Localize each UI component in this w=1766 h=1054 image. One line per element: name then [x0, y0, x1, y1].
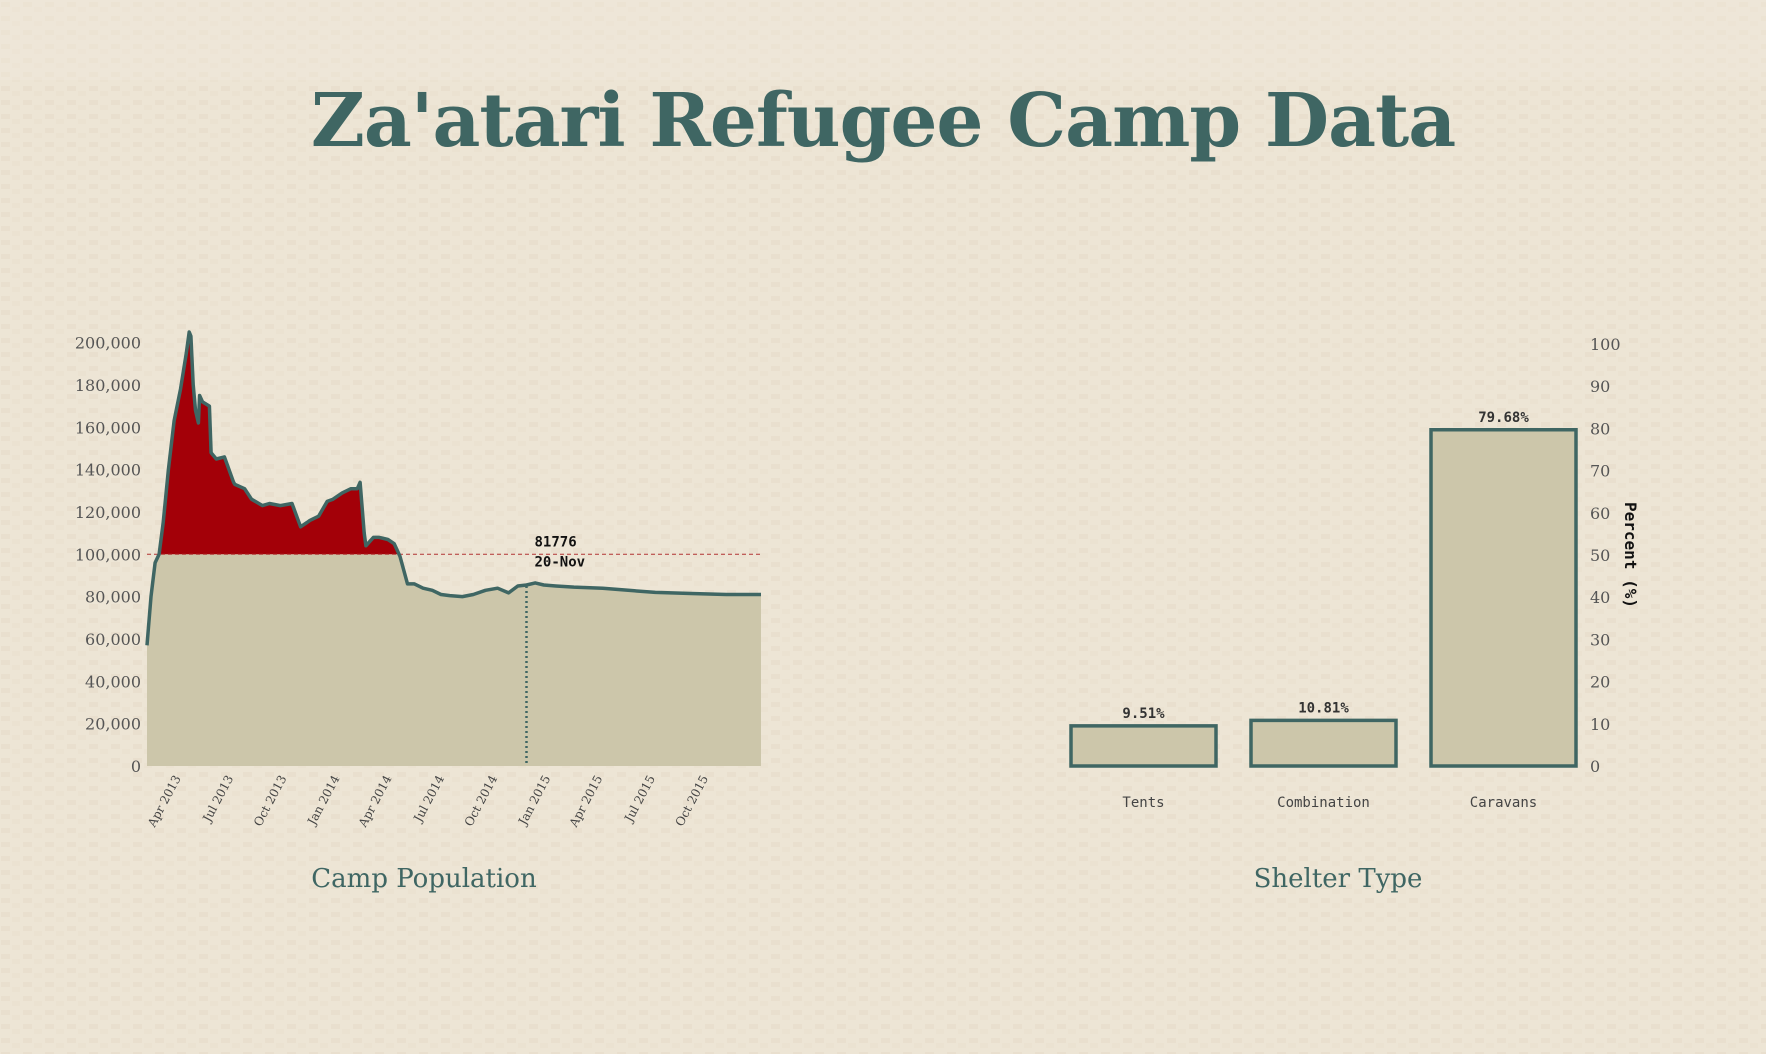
shelter-y-tick: 90	[1590, 377, 1610, 396]
population-area	[147, 554, 761, 766]
population-y-tick: 180,000	[75, 376, 141, 395]
marker-value-label: 81776	[534, 534, 576, 550]
population-chart: 81776 20-Nov 0 20,000 40,000 60,000 80,000 100,…	[75, 330, 761, 831]
shelter-y-tick: 70	[1590, 462, 1610, 481]
population-y-tick: 20,000	[85, 715, 141, 734]
population-y-tick: 40,000	[85, 672, 141, 691]
shelter-bar	[1429, 428, 1578, 768]
shelter-category-label: Combination	[1277, 795, 1370, 811]
population-y-tick: 100,000	[75, 545, 141, 564]
population-y-tick: 140,000	[75, 461, 141, 480]
population-area-above-threshold	[159, 332, 400, 555]
population-line	[145, 330, 761, 646]
shelter-y-tick: 50	[1590, 546, 1610, 565]
population-y-tick: 80,000	[85, 588, 141, 607]
shelter-bar	[1069, 724, 1218, 768]
page-title: Za'atari Refugee Camp Data	[310, 78, 1456, 164]
shelter-y-tick: 100	[1590, 335, 1621, 354]
population-x-tick: Apr 2014	[355, 773, 394, 831]
shelter-category-label: Tents	[1122, 795, 1164, 811]
population-y-tick: 60,000	[85, 630, 141, 649]
shelter-bar-value-label: 79.68%	[1478, 410, 1529, 426]
population-x-tick: Oct 2015	[673, 773, 712, 829]
population-y-tick: 120,000	[75, 503, 141, 522]
marker-date-label: 20-Nov	[534, 554, 585, 570]
population-x-tick: Apr 2015	[566, 773, 605, 830]
population-y-tick: 0	[131, 757, 141, 776]
population-x-tick: Jul 2015	[621, 773, 658, 826]
shelter-bar-value-label: 9.51%	[1122, 706, 1165, 722]
population-x-tick: Oct 2013	[251, 773, 290, 829]
shelter-bar-value-label: 10.81%	[1298, 700, 1349, 716]
population-x-tick: Apr 2013	[144, 773, 183, 830]
shelter-bar	[1249, 718, 1398, 768]
population-y-tick: 160,000	[75, 418, 141, 437]
population-x-tick: Jul 2014	[410, 773, 447, 826]
shelter-y-tick: 30	[1590, 630, 1610, 649]
shelter-y-tick: 20	[1590, 673, 1610, 692]
shelter-category-label: Caravans	[1470, 795, 1537, 811]
shelter-chart: 9.51% Tents 10.81% Combination 79.68% Caravan…	[1069, 335, 1640, 811]
population-chart-title: Camp Population	[311, 864, 537, 894]
shelter-chart-title: Shelter Type	[1253, 864, 1423, 894]
shelter-y-tick: 40	[1590, 588, 1610, 607]
population-y-tick: 200,000	[75, 334, 141, 353]
shelter-y-tick: 10	[1590, 715, 1610, 734]
population-x-tick: Oct 2014	[462, 773, 501, 829]
shelter-y-axis-label: Percent (%)	[1621, 502, 1640, 608]
population-x-tick: Jul 2013	[199, 773, 236, 826]
shelter-y-tick: 80	[1590, 419, 1610, 438]
shelter-y-tick: 0	[1590, 757, 1600, 776]
population-x-tick: Jan 2014	[304, 773, 343, 829]
shelter-y-tick: 60	[1590, 504, 1610, 523]
population-x-tick: Jan 2015	[515, 773, 554, 829]
